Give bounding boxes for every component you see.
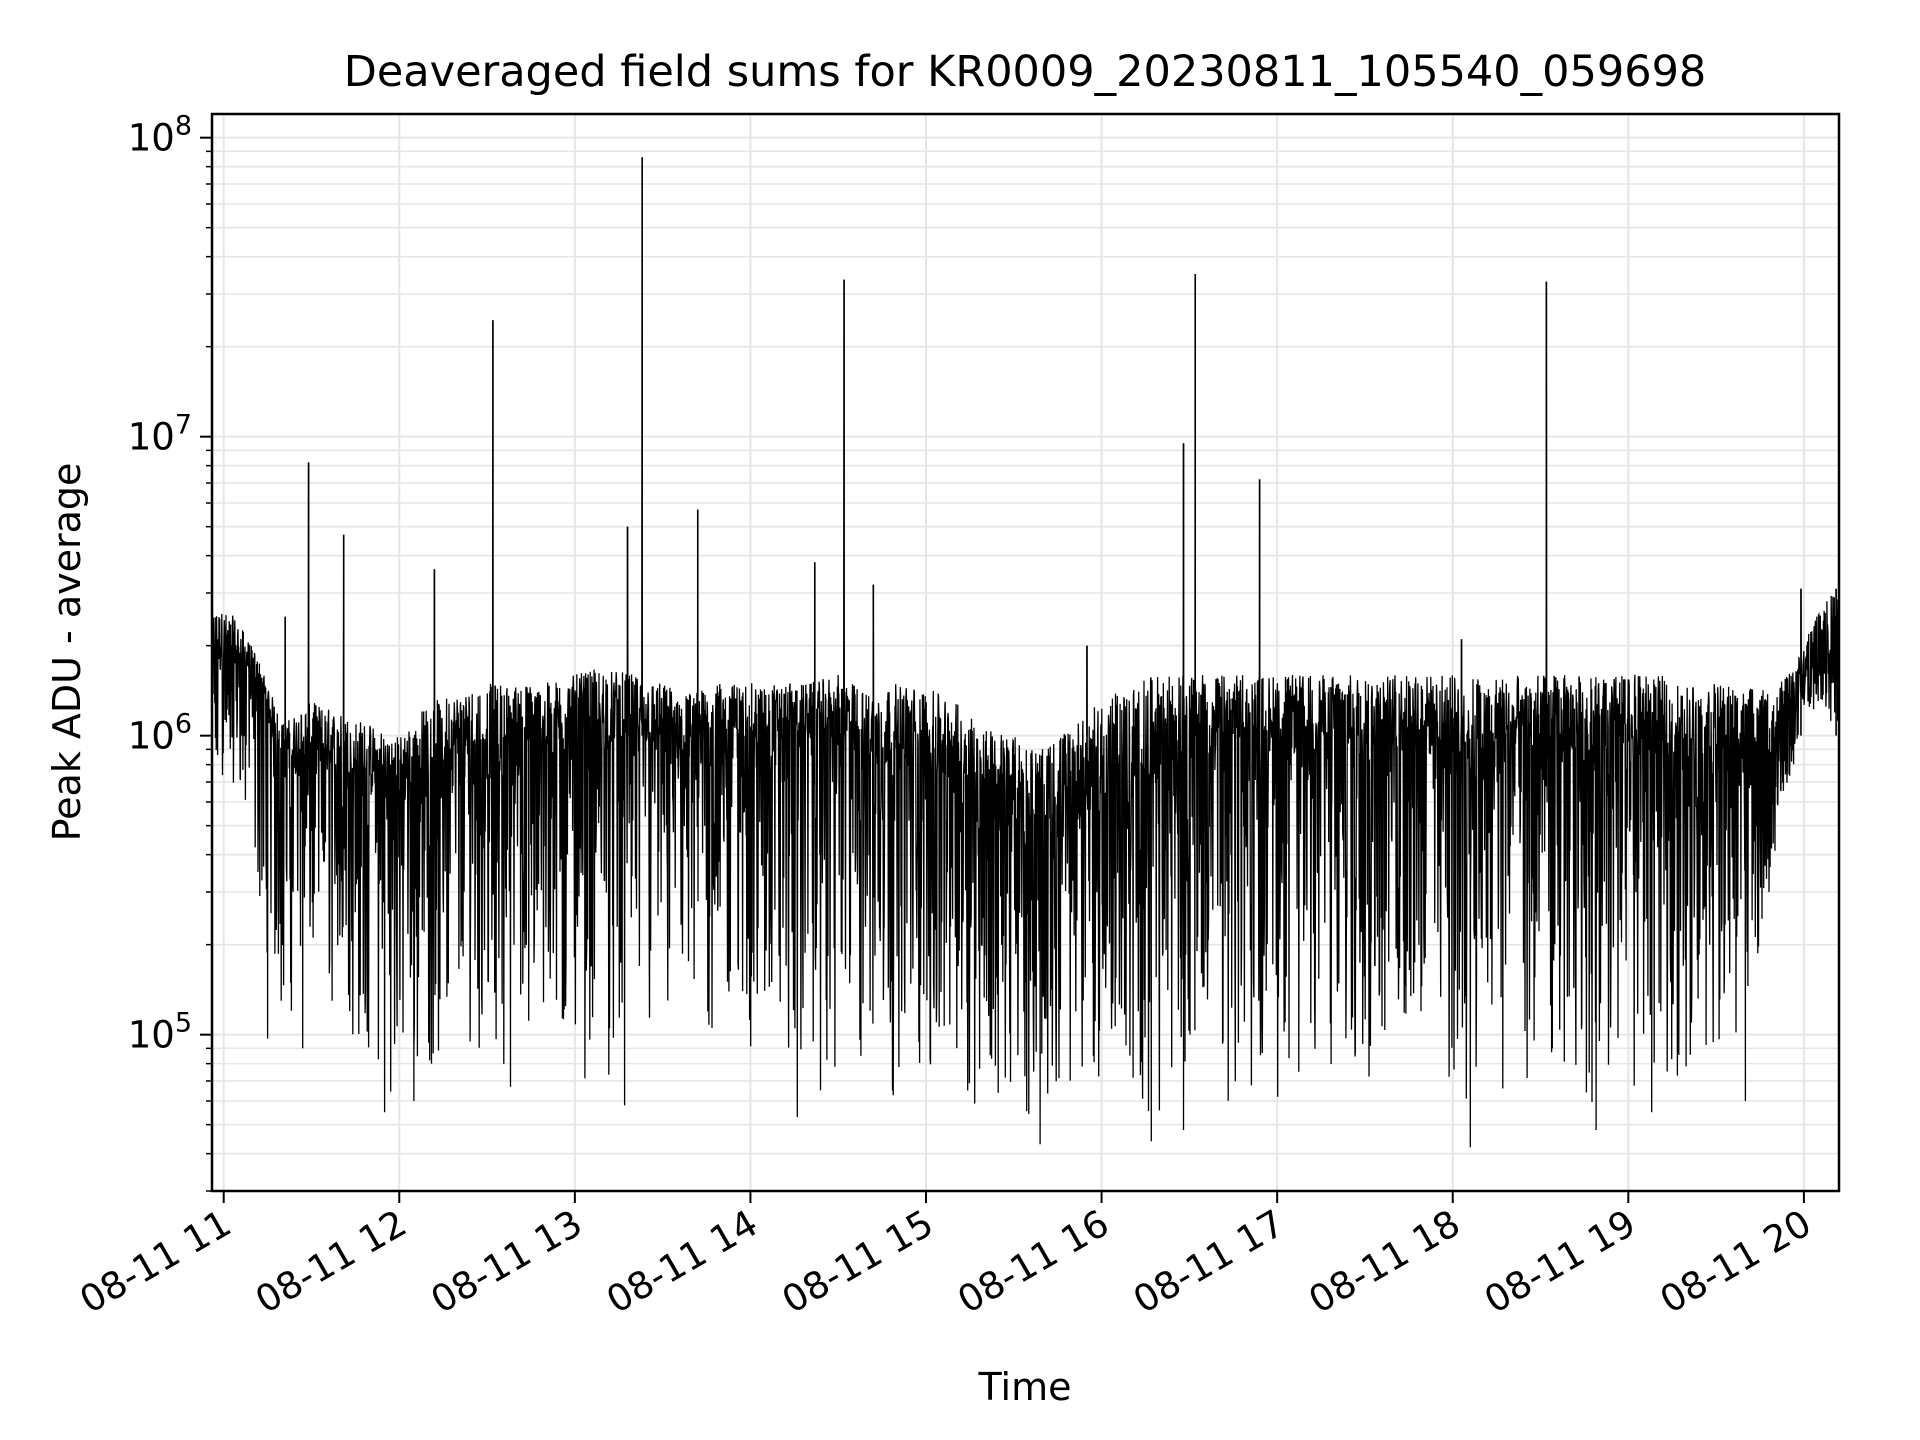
plot-frame [210, 112, 1841, 1193]
y-tick-label: 107 [128, 410, 192, 459]
y-axis-label: Peak ADU - average [45, 463, 89, 842]
data-line [211, 157, 1840, 1148]
x-axis-label: Time [978, 1365, 1072, 1409]
data-series [211, 157, 1840, 1148]
chart-title: Deaveraged field sums for KR0009_2023081… [344, 47, 1707, 97]
y-tick-label: 106 [128, 709, 192, 758]
y-tick-label: 105 [128, 1008, 192, 1057]
y-tick-label: 108 [128, 111, 192, 160]
